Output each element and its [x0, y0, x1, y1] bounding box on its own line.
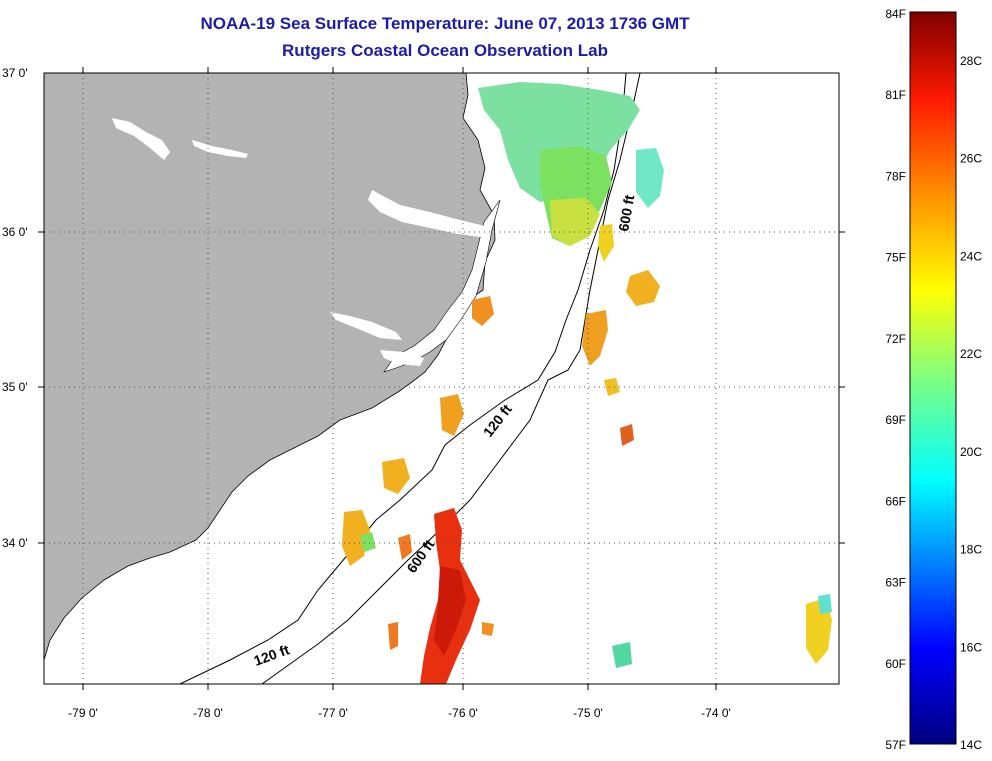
lon-tick-label: -74 0': [701, 706, 731, 720]
map-subtitle: Rutgers Coastal Ocean Observation Lab: [282, 41, 608, 60]
plot-frame: [43, 72, 840, 685]
colorbar-c-label: 22C: [960, 347, 982, 361]
colorbar-f-label: 78F: [885, 169, 906, 183]
colorbar-fahrenheit-labels: 84F 81F 78F 75F 72F 69F 66F 63F 60F 57F: [885, 7, 906, 752]
lon-tick-label: -78 0': [193, 706, 223, 720]
axis-ticks: [38, 67, 845, 690]
river-2: [192, 140, 248, 158]
lon-tick-label: -75 0': [573, 706, 603, 720]
lon-tick-label: -76 0': [448, 706, 478, 720]
contour-120ft: [179, 73, 627, 684]
colorbar-c-label: 24C: [960, 249, 982, 263]
colorbar-f-label: 66F: [885, 494, 906, 508]
land-mass: [44, 73, 496, 661]
contour-600ft: [261, 73, 641, 684]
colorbar-f-label: 84F: [885, 7, 906, 21]
colorbar-c-label: 28C: [960, 54, 982, 68]
river-4: [380, 350, 424, 366]
colorbar-f-label: 60F: [885, 657, 906, 671]
colorbar-c-label: 20C: [960, 445, 982, 459]
albemarle-sound: [368, 190, 487, 238]
colorbar-f-label: 75F: [885, 251, 906, 265]
lon-tick-label: -77 0': [318, 706, 348, 720]
colorbar: [909, 11, 957, 745]
colorbar-f-label: 63F: [885, 576, 906, 590]
colorbar-celsius-labels: 28C 26C 24C 22C 20C 18C 16C 14C: [960, 54, 982, 752]
sst-data: [342, 82, 832, 684]
colorbar-c-label: 14C: [960, 738, 982, 752]
lon-tick-label: -79 0': [68, 706, 98, 720]
lat-tick-label: 37 0': [2, 66, 28, 80]
lat-tick-label: 36 0': [2, 225, 28, 239]
colorbar-f-label: 69F: [885, 413, 906, 427]
contour-label-600ft-north: 600 ft: [615, 193, 637, 232]
colorbar-f-label: 57F: [885, 738, 906, 752]
river-3: [330, 312, 402, 340]
colorbar-c-label: 26C: [960, 152, 982, 166]
lat-tick-label: 35 0': [2, 380, 28, 394]
pamlico-sound: [383, 199, 501, 373]
colorbar-f-label: 81F: [885, 88, 906, 102]
map-title: NOAA-19 Sea Surface Temperature: June 07…: [200, 14, 690, 33]
colorbar-f-label: 72F: [885, 332, 906, 346]
colorbar-c-label: 16C: [960, 640, 982, 654]
graticule: [44, 73, 839, 684]
river-1: [112, 118, 170, 160]
colorbar-c-label: 18C: [960, 543, 982, 557]
lat-tick-label: 34 0': [2, 536, 28, 550]
